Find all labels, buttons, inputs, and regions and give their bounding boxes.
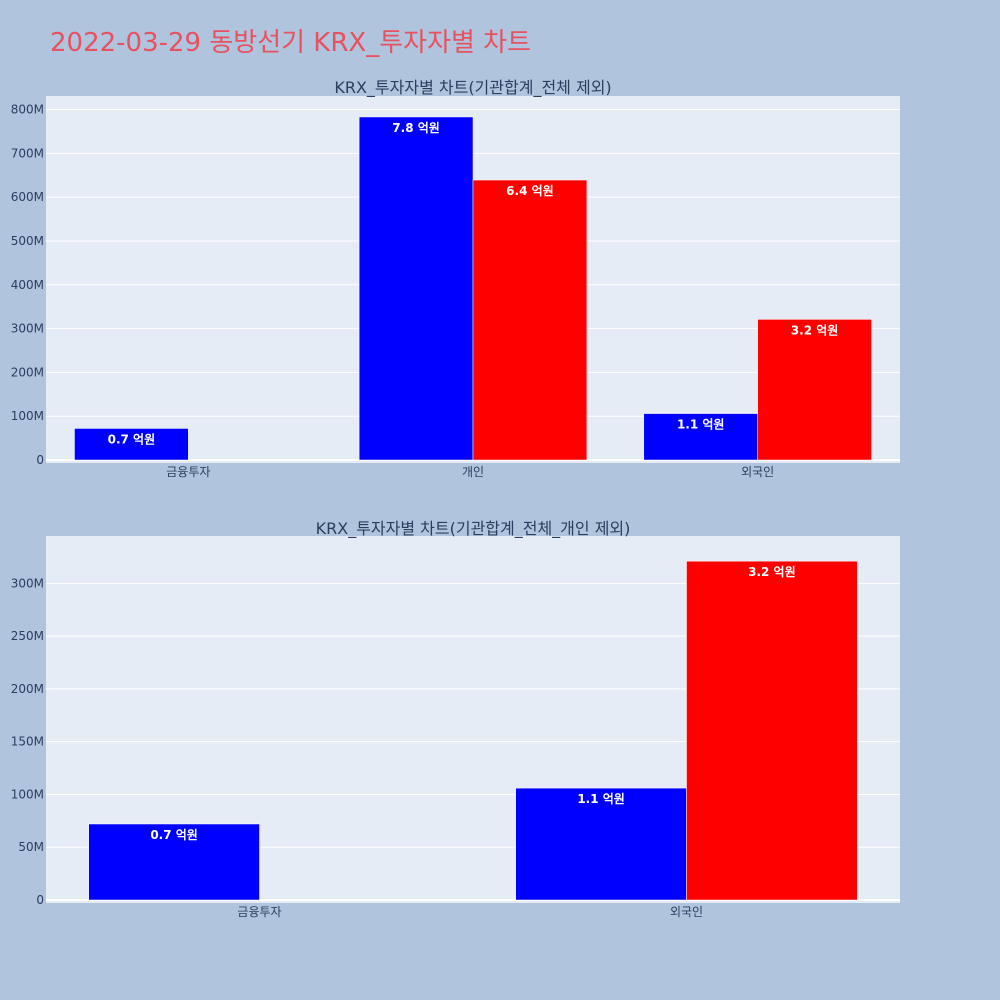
y-tick-label: 200M	[11, 365, 44, 379]
chart-subtitle: KRX_투자자별 차트(기관합계_전체_개인 제외)	[316, 519, 631, 539]
bar-data-label: 3.2 억원	[791, 323, 839, 337]
x-tick-label: 개인	[462, 465, 484, 479]
y-tick-label: 400M	[11, 278, 44, 292]
y-tick-label: 100M	[11, 787, 44, 801]
y-tick-label: 500M	[11, 234, 44, 248]
y-tick-label: 100M	[11, 409, 44, 423]
y-tick-label: 300M	[11, 576, 44, 590]
chart-top: 0 100M 200M 300M 400M 500M 600M 700M 800M KRX_투자자…	[11, 78, 900, 479]
y-tick-label: 300M	[11, 322, 44, 336]
bar-data-label: 7.8 억원	[392, 121, 440, 135]
x-tick-label: 외국인	[741, 465, 774, 479]
bar-data-label: 0.7 억원	[150, 828, 198, 842]
y-tick-label: 250M	[11, 629, 44, 643]
y-tick-label: 600M	[11, 190, 44, 204]
bar	[88, 823, 260, 901]
y-tick-label: 50M	[18, 840, 44, 854]
bar	[472, 179, 588, 461]
y-tick-label: 700M	[11, 146, 44, 160]
bar	[757, 319, 872, 461]
y-tick-label: 800M	[11, 103, 44, 117]
x-tick-label: 금융투자	[237, 905, 281, 919]
bar	[358, 116, 474, 461]
bar	[515, 787, 687, 901]
bar	[74, 428, 189, 461]
bar-data-label: 1.1 억원	[677, 418, 725, 432]
x-tick-label: 금융투자	[166, 465, 210, 479]
y-tick-label: 150M	[11, 735, 44, 749]
y-tick-label: 200M	[11, 682, 44, 696]
chart-bottom: 0 50M 100M 150M 200M 250M 300M KRX_투자자별 차트(기관합계…	[11, 519, 900, 919]
bar-data-label: 1.1 억원	[577, 792, 625, 806]
bar-data-label: 6.4 억원	[506, 184, 554, 198]
bar-data-label: 0.7 억원	[108, 432, 156, 446]
x-tick-label: 외국인	[670, 905, 703, 919]
bar	[686, 560, 858, 901]
page-title: 2022-03-29 동방선기 KRX_투자자별 차트	[50, 28, 532, 58]
bar-data-label: 3.2 억원	[748, 565, 796, 579]
y-tick-label: 0	[36, 893, 44, 907]
chart-subtitle: KRX_투자자별 차트(기관합계_전체 제외)	[334, 78, 611, 98]
y-tick-label: 0	[36, 453, 44, 467]
